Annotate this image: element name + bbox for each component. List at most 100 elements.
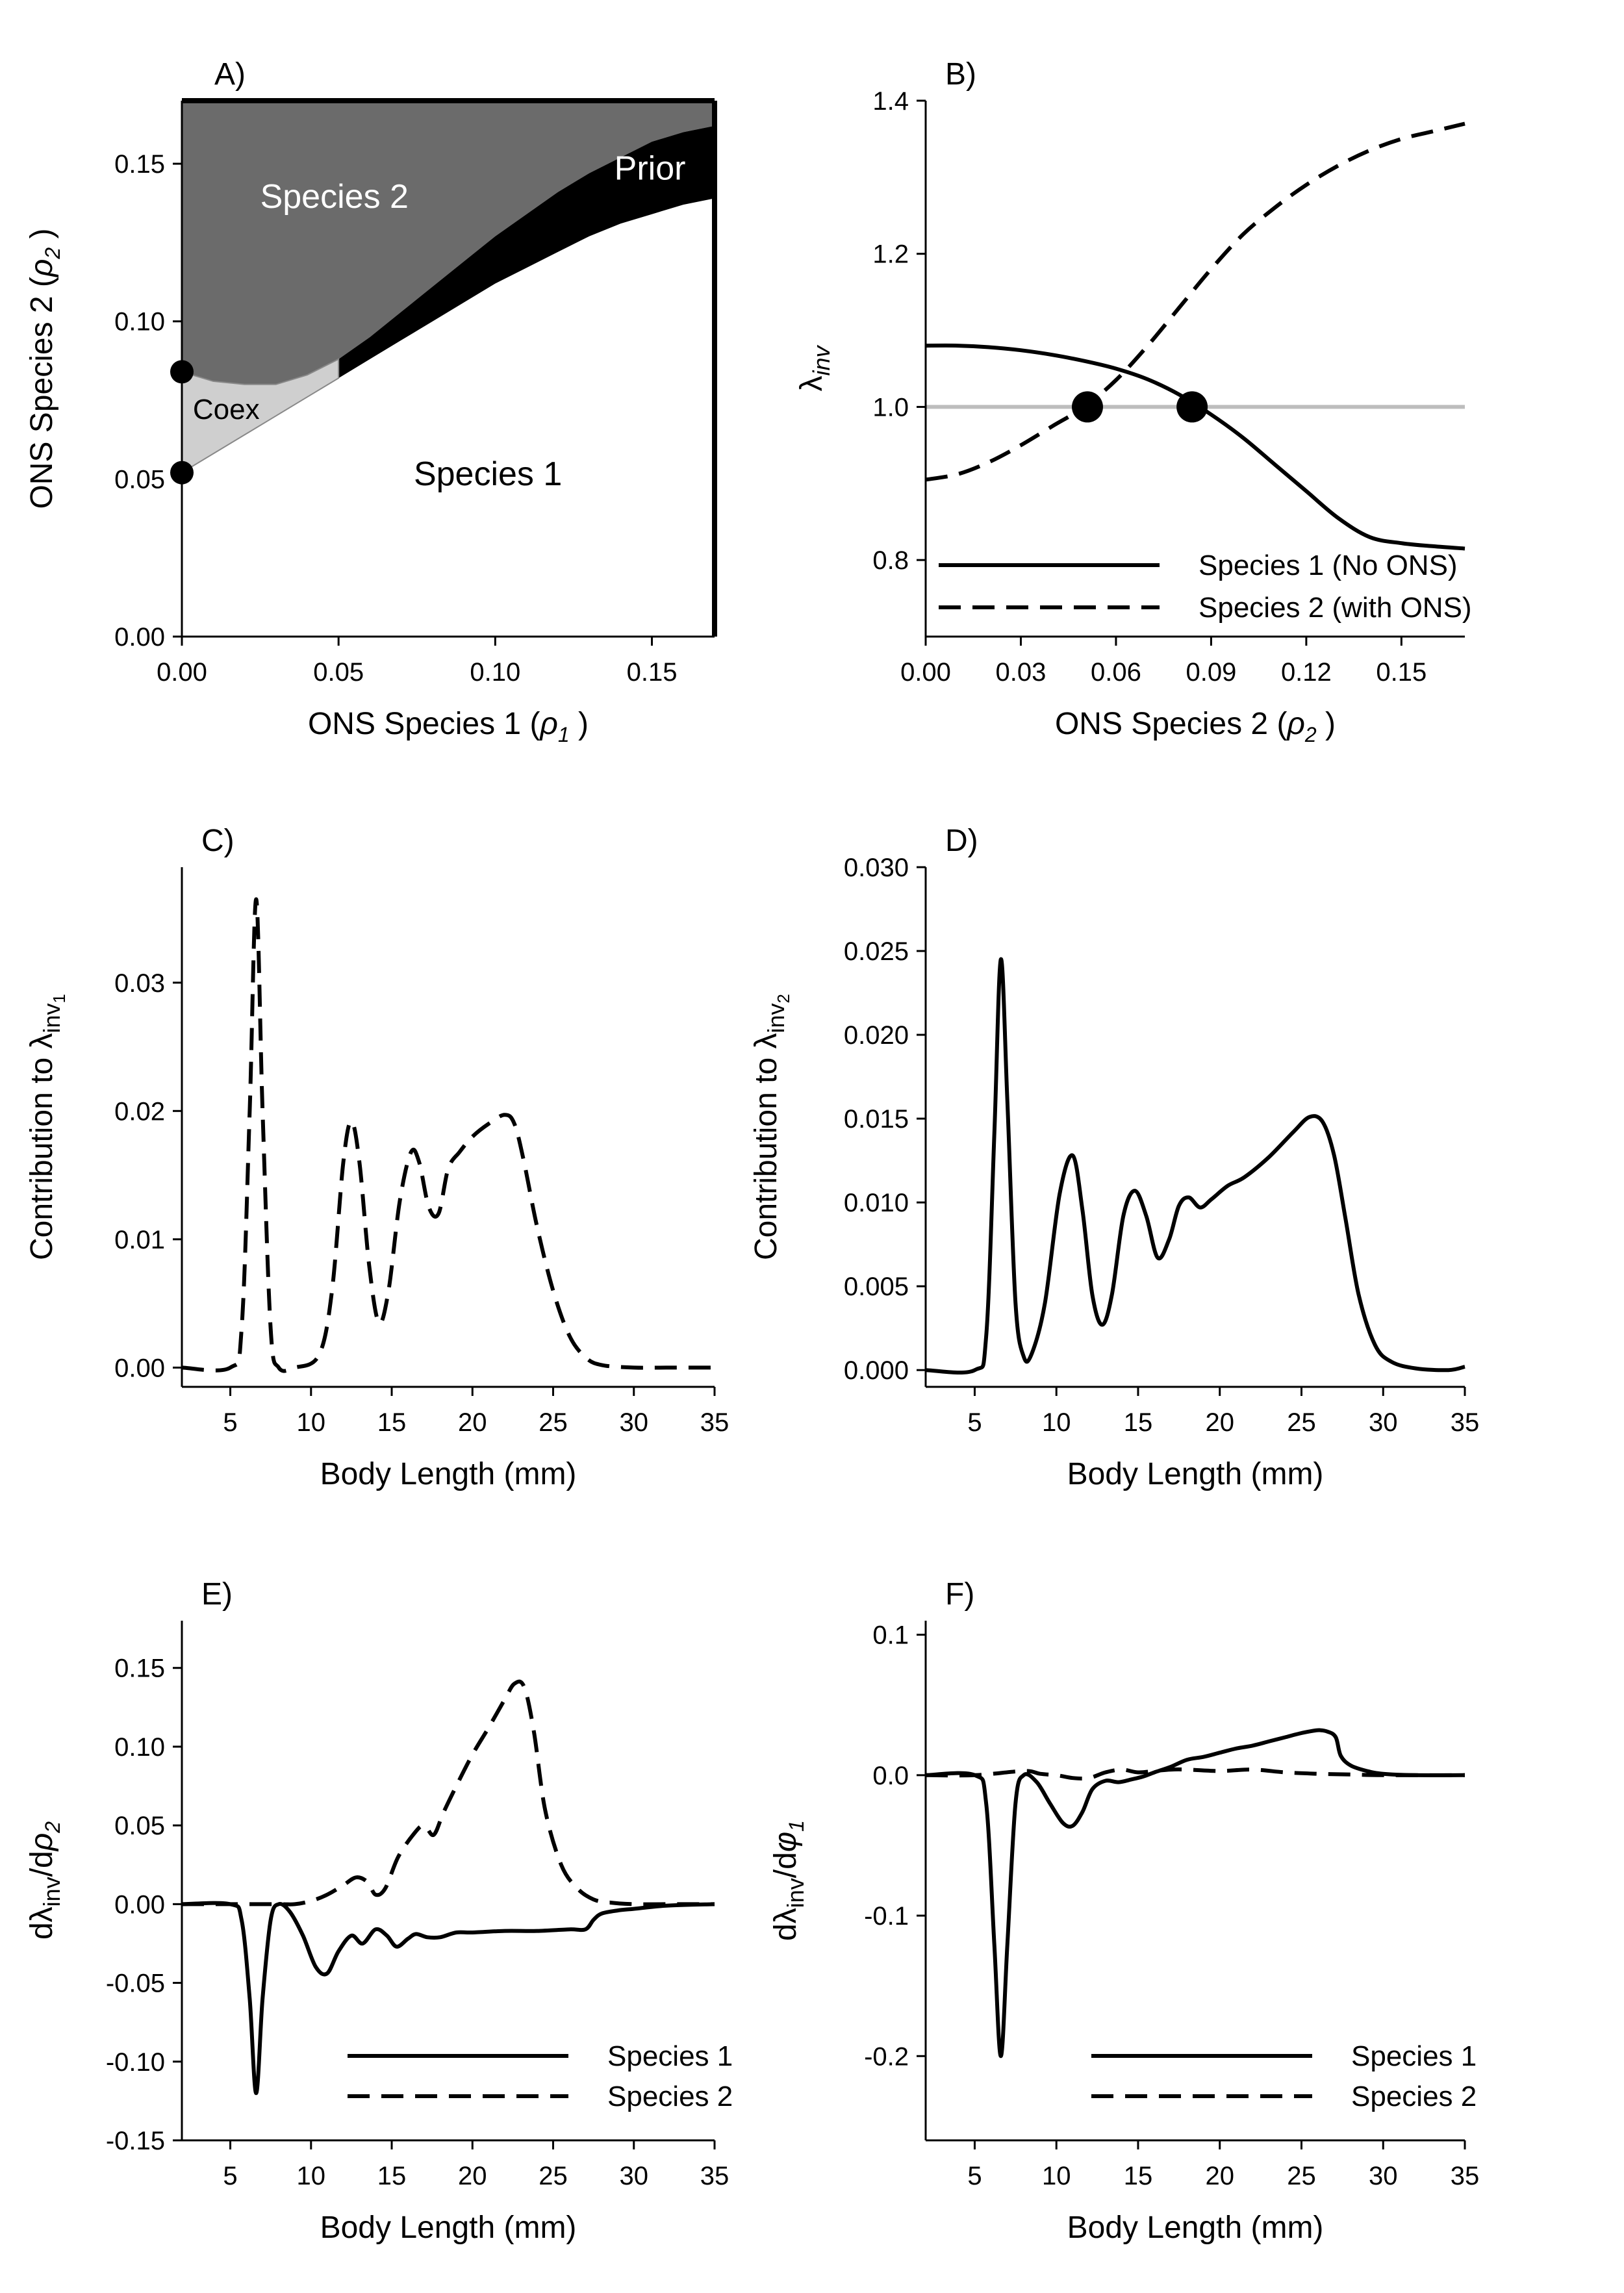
y-tick-label: 0.015 [844, 1105, 909, 1134]
y-tick-label: 0.02 [114, 1097, 165, 1126]
y-axis-label-text: d [768, 1923, 803, 1941]
series-line-species-1 [925, 1728, 1465, 2059]
region-label-prior: Prior [615, 149, 686, 187]
boundary-point [170, 461, 194, 485]
x-tick-label: 25 [1287, 2162, 1316, 2190]
y-tick-label: -0.15 [106, 2127, 165, 2155]
region-coex [181, 358, 340, 474]
x-tick-label: 10 [1042, 2162, 1071, 2190]
series-line-species-2 [181, 897, 715, 1373]
x-tick-label: 0.10 [470, 658, 520, 687]
x-tick-label: 5 [967, 2162, 982, 2190]
y-axis-label-symbol: λ [768, 1908, 803, 1923]
x-tick-label: 30 [620, 2162, 649, 2190]
x-axis-label-subscript: 2 [1304, 723, 1317, 746]
y-axis-label: dλinv/dφ1 [768, 1820, 809, 1941]
x-tick-label: 25 [539, 2162, 568, 2190]
x-tick-label: 0.12 [1281, 658, 1332, 687]
x-tick-label: 0.09 [1186, 658, 1236, 687]
panel-label: A) [214, 57, 246, 92]
x-tick-label: 10 [297, 1408, 326, 1437]
legend-label: Species 2 [1351, 2081, 1477, 2112]
x-axis-label: Body Length (mm) [320, 1457, 577, 1491]
x-axis-label-symbol: ρ [539, 707, 558, 741]
legend-label: Species 2 (with ONS) [1199, 592, 1472, 624]
y-axis-label-symbol-2: ρ [25, 1833, 59, 1853]
y-tick-label: 0.020 [844, 1021, 909, 1050]
y-axis-label-divider: /d [768, 1852, 803, 1878]
x-axis-label: Body Length (mm) [320, 2211, 577, 2245]
x-tick-label: 20 [458, 2162, 487, 2190]
y-tick-label: -0.1 [864, 1902, 909, 1931]
x-axis-label-text: ONS Species 2 ( [1055, 707, 1287, 741]
y-tick-label: 0.030 [844, 854, 909, 882]
legend-label: Species 1 [607, 2040, 733, 2072]
x-tick-label: 10 [1042, 1408, 1071, 1437]
y-tick-label: 0.025 [844, 937, 909, 966]
y-tick-label: 0.01 [114, 1226, 165, 1254]
panel-d: 5 10 15 20 25 30 35 0.000 0.005 0.010 0.015 0.020 0.… [749, 824, 1479, 1491]
x-axis-label: Body Length (mm) [1067, 2211, 1324, 2245]
y-tick-label: 0.005 [844, 1273, 909, 1301]
panel-a: 0.00 0.05 0.10 0.15 0.00 0.05 0.10 0.15 A) Specie… [25, 57, 717, 746]
y-tick-label: 0.10 [114, 1733, 165, 1762]
x-tick-label: 30 [1369, 1408, 1398, 1437]
x-tick-label: 20 [458, 1408, 487, 1437]
y-axis-label-symbol-2: φ [768, 1832, 803, 1852]
x-axis-label: ONS Species 2 (ρ2 ) [1055, 707, 1336, 746]
y-tick-label: 0.15 [114, 150, 165, 179]
x-tick-label: 20 [1205, 1408, 1234, 1437]
x-tick-label: 35 [1451, 2162, 1480, 2190]
x-axis-label-symbol: ρ [1286, 707, 1305, 741]
y-tick-label: -0.05 [106, 1970, 165, 1998]
x-axis-label-subscript: 1 [558, 723, 570, 746]
x-axis-label-text: Body Length (mm) [1067, 2211, 1324, 2245]
panel-label: E) [201, 1577, 233, 1612]
intersection-point [1072, 391, 1103, 423]
boundary-point [170, 360, 194, 384]
y-axis-label-symbol: ρ [25, 259, 59, 279]
y-axis-label-close: ) [25, 228, 59, 247]
y-tick-label: 0.10 [114, 308, 165, 336]
x-tick-label: 15 [1124, 2162, 1153, 2190]
y-tick-label: 0.05 [114, 465, 165, 494]
region-prior [338, 125, 715, 379]
x-tick-label: 0.03 [996, 658, 1047, 687]
x-tick-label: 10 [297, 2162, 326, 2190]
y-axis-label-divider: /d [25, 1851, 59, 1877]
legend-label: Species 1 [1351, 2040, 1477, 2072]
x-tick-label: 25 [539, 1408, 568, 1437]
x-tick-label: 5 [967, 1408, 982, 1437]
x-tick-label: 30 [1369, 2162, 1398, 2190]
x-tick-label: 0.06 [1091, 658, 1141, 687]
series-line-species-1 [925, 957, 1465, 1375]
x-tick-label: 5 [223, 1408, 237, 1437]
y-tick-label: 1.0 [872, 393, 909, 422]
panel-label: B) [945, 57, 976, 92]
y-axis-label-symbol: λ [25, 1033, 59, 1048]
y-axis-label-subscript: inv [38, 1877, 65, 1907]
y-tick-label: -0.2 [864, 2042, 909, 2071]
x-tick-label: 20 [1205, 2162, 1234, 2190]
x-tick-label: 30 [620, 1408, 649, 1437]
y-tick-label: 0.15 [114, 1654, 165, 1683]
y-axis-label-subscript: inv [38, 1003, 65, 1033]
y-axis-label-subscript-2: 2 [41, 1821, 64, 1834]
y-axis-label-subscript-index: 2 [774, 994, 793, 1003]
y-axis-label-text: Contribution to [25, 1048, 59, 1260]
panel-c: 5 10 15 20 25 30 35 0.00 0.01 0.02 0.03 C) Body Leng… [25, 824, 729, 1491]
x-tick-label: 5 [223, 2162, 237, 2190]
y-tick-label: 0.00 [114, 1890, 165, 1919]
y-axis-label-subscript-index: 1 [49, 994, 69, 1003]
y-axis-label-subscript: inv [763, 1003, 789, 1033]
x-tick-label: 0.00 [900, 658, 951, 687]
y-axis-label-symbol: λ [25, 1907, 59, 1922]
y-tick-label: 0.05 [114, 1812, 165, 1840]
y-tick-label: 0.00 [114, 623, 165, 652]
region-label-species-2: Species 2 [260, 178, 409, 216]
x-tick-label: 0.15 [1376, 658, 1427, 687]
legend-label: Species 1 (No ONS) [1199, 550, 1458, 581]
x-axis-label-text: Body Length (mm) [320, 1457, 577, 1491]
series-line-species-2-with-ons- [925, 121, 1465, 482]
y-tick-label: 1.2 [872, 240, 909, 269]
